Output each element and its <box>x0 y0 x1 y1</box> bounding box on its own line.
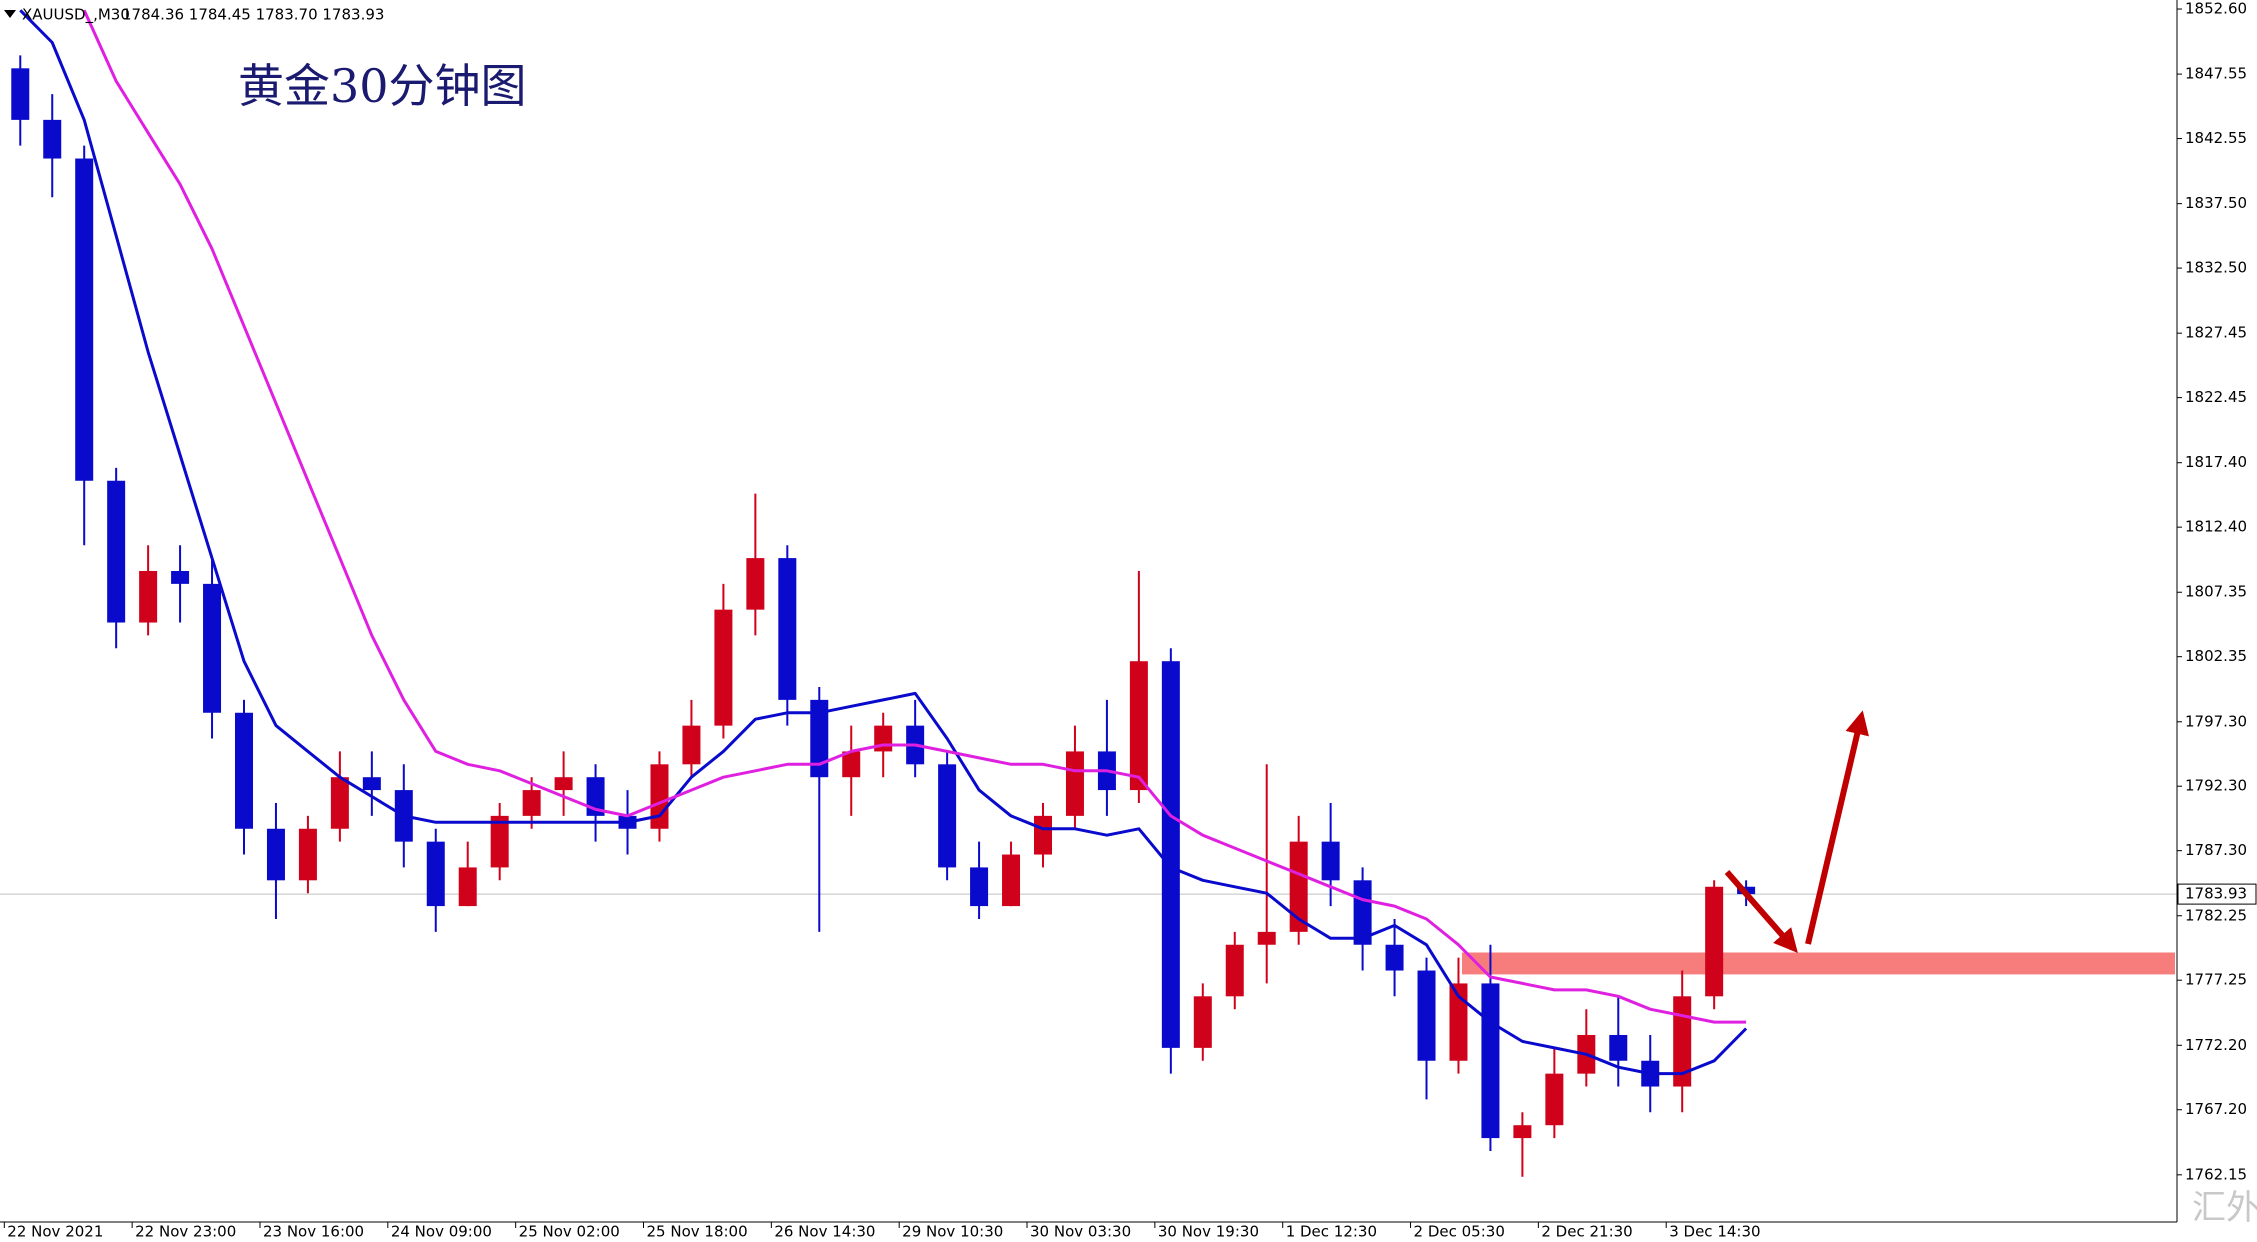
x-tick-label: 22 Nov 2021 <box>7 1223 103 1241</box>
candle-body <box>426 841 445 907</box>
candle-body <box>746 558 765 610</box>
symbol: XAUUSD_,M30 <box>22 6 130 25</box>
candle-body <box>330 777 349 829</box>
candle-body <box>778 558 797 700</box>
y-tick-label: 1852.60 <box>2185 0 2247 18</box>
candle-body <box>43 119 62 159</box>
candle-body <box>1513 1125 1532 1139</box>
x-tick-label: 25 Nov 18:00 <box>647 1223 748 1241</box>
candle-body <box>1193 996 1212 1048</box>
candle-body <box>1161 661 1180 1048</box>
candle-body <box>1417 970 1436 1061</box>
candle-body <box>1545 1073 1564 1126</box>
arrow-up <box>1805 710 1869 945</box>
y-tick-label: 1832.50 <box>2185 259 2247 277</box>
candle-body <box>1385 944 1404 971</box>
candle-body <box>522 790 541 816</box>
y-tick-label: 1827.45 <box>2185 324 2247 342</box>
candle-body <box>1609 1034 1628 1061</box>
header-ohlc: 1784.36 1784.45 1783.70 1783.93 <box>122 6 384 24</box>
candle-body <box>266 828 285 881</box>
candle-body <box>1673 996 1692 1087</box>
candle-body <box>298 828 317 881</box>
x-tick-label: 30 Nov 03:30 <box>1030 1223 1131 1241</box>
support-zone <box>1462 952 2175 975</box>
candle-body <box>1481 983 1500 1139</box>
y-tick-label: 1842.55 <box>2185 129 2247 147</box>
y-tick-label: 1837.50 <box>2185 194 2247 212</box>
y-tick-label: 1817.40 <box>2185 453 2247 471</box>
plot-area <box>0 9 2177 1177</box>
watermark: 汇外网 <box>2192 1188 2257 1228</box>
last-price-box <box>2177 883 2257 905</box>
candle-body <box>1129 661 1148 791</box>
y-tick-label: 1762.15 <box>2185 1165 2247 1183</box>
candle-body <box>75 158 94 481</box>
candle-body <box>1002 854 1021 907</box>
moving-average <box>19 9 1748 1076</box>
candle-body <box>490 815 509 868</box>
x-tick-label: 2 Dec 05:30 <box>1414 1223 1505 1241</box>
candle-body <box>1705 886 1724 997</box>
candle-body <box>1449 983 1468 1061</box>
y-tick-label: 1782.25 <box>2185 906 2247 924</box>
x-tick-label: 26 Nov 14:30 <box>774 1223 875 1241</box>
candle-body <box>1065 751 1084 816</box>
candle-body <box>810 699 829 778</box>
x-tick-label: 29 Nov 10:30 <box>902 1223 1003 1241</box>
candle-body <box>1034 815 1052 855</box>
x-tick-label: 24 Nov 09:00 <box>391 1223 492 1241</box>
candle-body <box>139 570 158 623</box>
candle-body <box>970 867 989 907</box>
x-tick-label: 22 Nov 23:00 <box>135 1223 236 1241</box>
candle-body <box>11 68 30 120</box>
candle-body <box>714 609 733 726</box>
y-tick-label: 1812.40 <box>2185 518 2247 536</box>
y-tick-label: 1787.30 <box>2185 841 2247 859</box>
y-tick-label: 1807.35 <box>2185 583 2247 601</box>
x-tick-label: 23 Nov 16:00 <box>263 1223 364 1241</box>
candle-body <box>1289 841 1308 932</box>
moving-average <box>82 9 1747 1024</box>
x-tick-label: 25 Nov 02:00 <box>519 1223 620 1241</box>
y-tick-label: 1822.45 <box>2185 388 2247 406</box>
x-tick-label: 3 Dec 14:30 <box>1669 1223 1760 1241</box>
arrow-down <box>1724 870 1798 954</box>
candle-body <box>938 764 957 868</box>
menu-triangle[interactable] <box>4 10 16 18</box>
candle-body <box>362 777 381 791</box>
candle-body <box>203 583 222 713</box>
x-tick-label: 30 Nov 19:30 <box>1158 1223 1259 1241</box>
candle-body <box>235 712 253 829</box>
chart-annotation: 黄金30分钟图 <box>238 59 527 113</box>
candle-body <box>1257 931 1276 945</box>
y-tick-label: 1777.25 <box>2185 971 2247 989</box>
candle-body <box>650 764 669 829</box>
y-tick-label: 1847.55 <box>2185 65 2247 83</box>
y-tick-label: 1802.35 <box>2185 647 2247 665</box>
y-tick-label: 1797.30 <box>2185 712 2247 730</box>
candle-body <box>107 480 126 623</box>
y-tick-label: 1767.20 <box>2185 1100 2247 1118</box>
last-price-label: 1783.93 <box>2185 885 2247 903</box>
candle-body <box>842 751 861 778</box>
candle-body <box>171 570 190 584</box>
candle-body <box>1225 944 1244 997</box>
x-tick-label: 2 Dec 21:30 <box>1541 1223 1632 1241</box>
candle-body <box>458 867 477 907</box>
candle-body <box>682 725 701 765</box>
candle-body <box>554 777 573 791</box>
x-tick-label: 1 Dec 12:30 <box>1286 1223 1377 1241</box>
candle-body <box>1321 841 1340 881</box>
y-tick-label: 1792.30 <box>2185 777 2247 795</box>
y-tick-label: 1772.20 <box>2185 1036 2247 1054</box>
